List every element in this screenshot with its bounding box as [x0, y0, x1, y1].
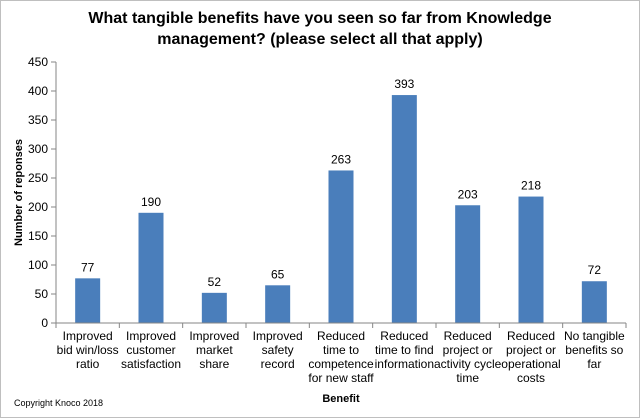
- y-axis-title: Number of reponses: [13, 139, 25, 246]
- y-tick-label: 0: [41, 316, 48, 330]
- data-label: 52: [208, 275, 222, 289]
- data-label: 65: [271, 267, 285, 281]
- x-category-label: Improved customer satisfaction: [121, 329, 181, 371]
- bar: [455, 205, 481, 323]
- y-tick-label: 350: [28, 113, 48, 127]
- x-category-label: Improved bid win/loss ratio: [57, 329, 119, 371]
- y-tick-label: 300: [28, 142, 48, 156]
- bar: [201, 292, 227, 323]
- bar: [518, 196, 544, 323]
- bar: [265, 285, 291, 323]
- y-tick-label: 200: [28, 200, 48, 214]
- y-tick-label: 400: [28, 84, 48, 98]
- bar: [581, 281, 607, 323]
- x-category-label: Improved safety record: [253, 329, 303, 371]
- data-label: 72: [588, 263, 602, 277]
- y-tick-label: 150: [28, 229, 48, 243]
- x-axis-title: Benefit: [322, 393, 360, 405]
- x-category-label: Improved market share: [189, 329, 239, 371]
- data-label: 203: [458, 187, 478, 201]
- x-category-label: Reduced project or activity cycle time: [434, 329, 502, 385]
- data-label: 218: [521, 179, 541, 193]
- y-tick-label: 100: [28, 258, 48, 272]
- y-axis-ticks: 0 50 100 150 200 250 300 350 400 450: [28, 55, 627, 330]
- x-category-label: Reduced time to competence for new staff: [308, 329, 374, 385]
- bar: [138, 212, 164, 323]
- y-tick-label: 250: [28, 171, 48, 185]
- data-label: 393: [394, 77, 414, 91]
- bar: [328, 170, 354, 323]
- data-labels: 77 190 52 65 263 393 203 218 72: [81, 77, 601, 289]
- bars: [75, 95, 607, 323]
- x-category-label: Reduced project or operational costs: [501, 329, 560, 385]
- x-category-label: Reduced time to find information: [375, 329, 434, 371]
- chart-title: What tangible benefits have you seen so …: [88, 10, 552, 48]
- y-tick-label: 50: [35, 287, 49, 301]
- y-tick-label: 450: [28, 55, 48, 69]
- data-label: 190: [141, 195, 161, 209]
- data-label: 77: [81, 260, 95, 274]
- x-category-label: No tangible benefits so far: [564, 329, 625, 371]
- copyright-text: Copyright Knoco 2018: [14, 398, 104, 408]
- bar: [391, 95, 417, 323]
- bar: [75, 278, 101, 323]
- data-label: 263: [331, 152, 351, 166]
